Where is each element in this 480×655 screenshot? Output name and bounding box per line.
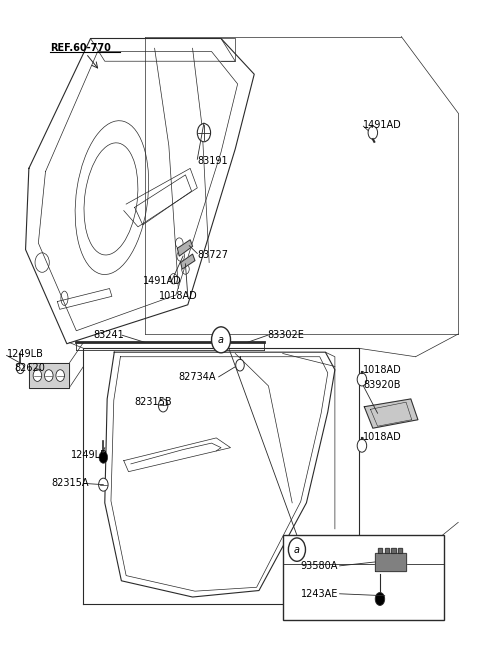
Text: 83241: 83241 bbox=[94, 330, 125, 341]
Circle shape bbox=[357, 373, 367, 386]
Polygon shape bbox=[364, 399, 418, 428]
Polygon shape bbox=[378, 548, 383, 553]
Circle shape bbox=[375, 593, 384, 605]
Text: a: a bbox=[294, 544, 300, 555]
Polygon shape bbox=[178, 240, 192, 256]
Text: 83191: 83191 bbox=[197, 156, 228, 166]
Text: REF.60-770: REF.60-770 bbox=[50, 43, 111, 53]
Text: 82315A: 82315A bbox=[52, 478, 89, 489]
Circle shape bbox=[16, 364, 24, 373]
Text: 82315B: 82315B bbox=[135, 397, 172, 407]
Polygon shape bbox=[375, 553, 406, 571]
Circle shape bbox=[288, 538, 305, 561]
Text: 1249LB: 1249LB bbox=[71, 451, 108, 460]
Circle shape bbox=[99, 451, 108, 463]
Circle shape bbox=[212, 327, 230, 353]
Polygon shape bbox=[180, 254, 195, 269]
Text: 1018AD: 1018AD bbox=[159, 291, 198, 301]
Text: 1491AD: 1491AD bbox=[143, 276, 181, 286]
Text: 1249LB: 1249LB bbox=[7, 349, 44, 359]
Circle shape bbox=[197, 124, 211, 141]
Circle shape bbox=[45, 369, 53, 381]
Text: a: a bbox=[218, 335, 224, 345]
Text: 83920B: 83920B bbox=[363, 380, 401, 390]
Text: 1243AE: 1243AE bbox=[301, 589, 338, 599]
Text: 1018AD: 1018AD bbox=[363, 365, 402, 375]
Text: 93580A: 93580A bbox=[301, 561, 338, 571]
Bar bbox=[283, 535, 444, 620]
Text: 83727: 83727 bbox=[197, 250, 228, 260]
Text: 82734A: 82734A bbox=[179, 372, 216, 382]
Text: 1018AD: 1018AD bbox=[363, 432, 402, 441]
Circle shape bbox=[368, 126, 378, 139]
Polygon shape bbox=[29, 364, 69, 388]
Text: 83302E: 83302E bbox=[267, 330, 304, 341]
Circle shape bbox=[56, 369, 64, 381]
Polygon shape bbox=[391, 548, 396, 553]
Circle shape bbox=[98, 478, 108, 491]
Circle shape bbox=[158, 399, 168, 412]
Circle shape bbox=[357, 440, 367, 452]
Text: 1491AD: 1491AD bbox=[363, 120, 402, 130]
Circle shape bbox=[33, 369, 42, 381]
Circle shape bbox=[236, 360, 244, 371]
Polygon shape bbox=[384, 548, 389, 553]
Text: 82620: 82620 bbox=[14, 364, 46, 373]
Polygon shape bbox=[398, 548, 402, 553]
